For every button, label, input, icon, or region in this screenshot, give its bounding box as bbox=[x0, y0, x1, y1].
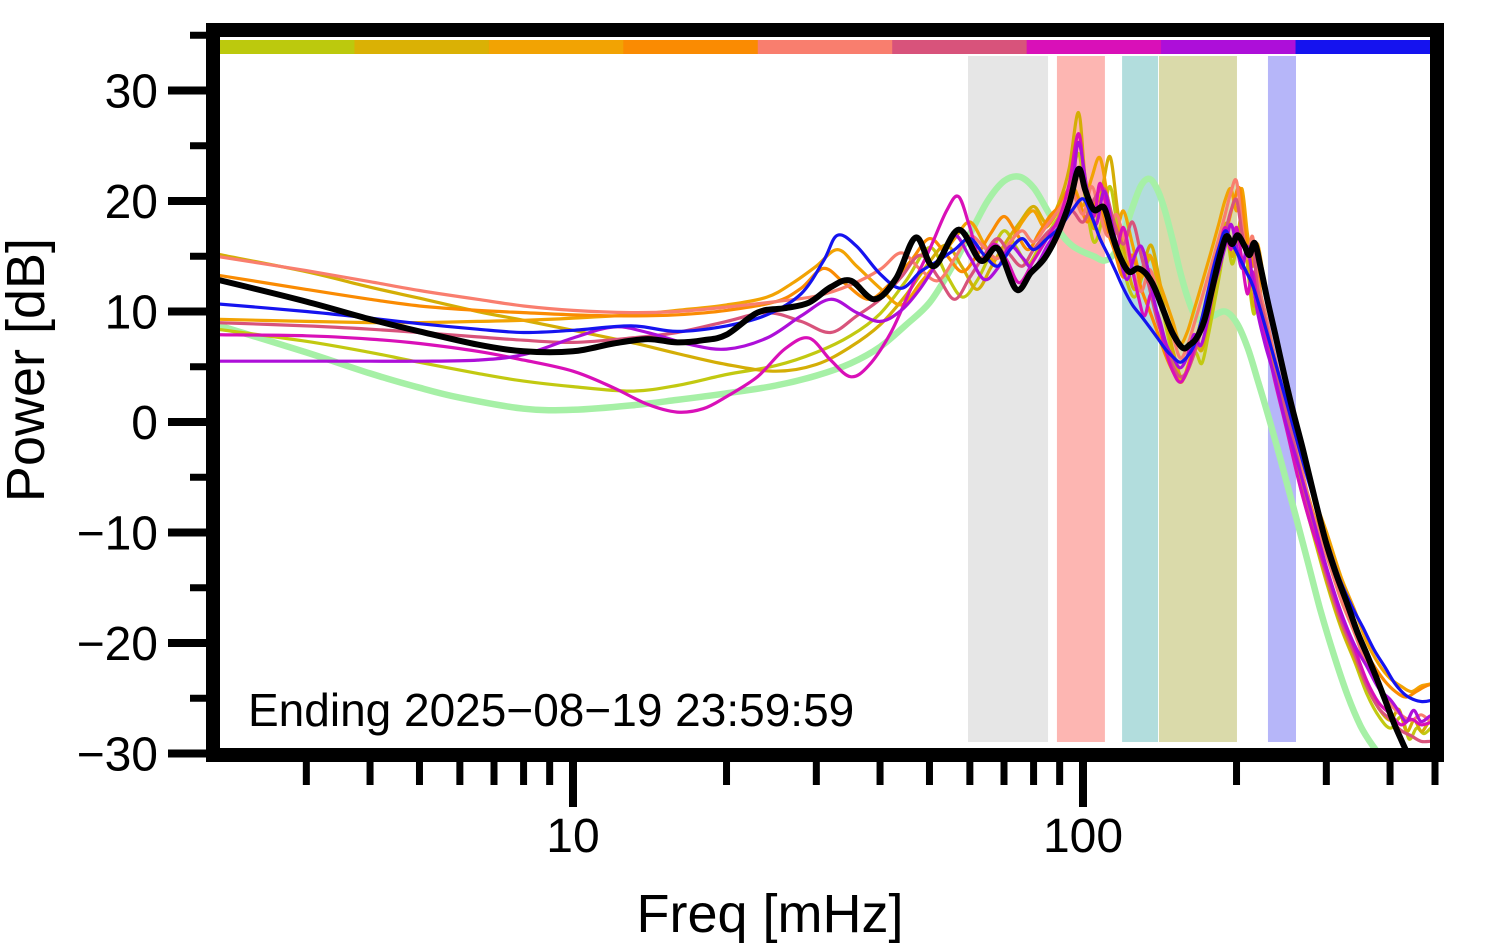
colorbar-segment-3 bbox=[488, 40, 624, 54]
y-tick-label-−30: −30 bbox=[77, 729, 158, 782]
colorbar-segment-9 bbox=[1295, 40, 1431, 54]
day-colorbar bbox=[220, 40, 1431, 54]
colorbar-segment-8 bbox=[1161, 40, 1297, 54]
x-axis-title: Freq [mHz] bbox=[636, 884, 903, 944]
curves-layer bbox=[220, 110, 1430, 748]
series-gold bbox=[220, 110, 1430, 734]
colorbar-segment-4 bbox=[623, 40, 759, 54]
colorbar-segment-6 bbox=[892, 40, 1028, 54]
plot-frame bbox=[206, 23, 1444, 762]
y-tick-label-0: 0 bbox=[131, 397, 158, 450]
y-tick-label-10: 10 bbox=[105, 287, 158, 340]
x-tick-label-100: 100 bbox=[1043, 810, 1123, 863]
y-tick-label-−20: −20 bbox=[77, 618, 158, 671]
ending-annotation: Ending 2025−08−19 23:59:59 bbox=[248, 684, 854, 736]
band-gray bbox=[968, 56, 1049, 742]
series-pale-green bbox=[220, 173, 1379, 748]
y-tick-label-−10: −10 bbox=[77, 508, 158, 561]
colorbar-segment-5 bbox=[757, 40, 893, 54]
y-tick-label-30: 30 bbox=[105, 66, 158, 119]
shaded-bands-layer bbox=[968, 56, 1296, 742]
y-axis-title: Power [dB] bbox=[0, 238, 56, 502]
x-tick-label-10: 10 bbox=[546, 810, 599, 863]
series-purple bbox=[220, 140, 1430, 724]
band-teal bbox=[1122, 56, 1158, 742]
axis-ticks-layer bbox=[168, 31, 1439, 807]
y-tick-label-20: 20 bbox=[105, 176, 158, 229]
colorbar-segment-2 bbox=[354, 40, 490, 54]
band-khaki bbox=[1158, 56, 1237, 742]
series-magenta bbox=[220, 132, 1430, 727]
series-black-mean bbox=[220, 165, 1409, 748]
colorbar-segment-1 bbox=[220, 40, 356, 54]
colorbar-segment-7 bbox=[1026, 40, 1162, 54]
